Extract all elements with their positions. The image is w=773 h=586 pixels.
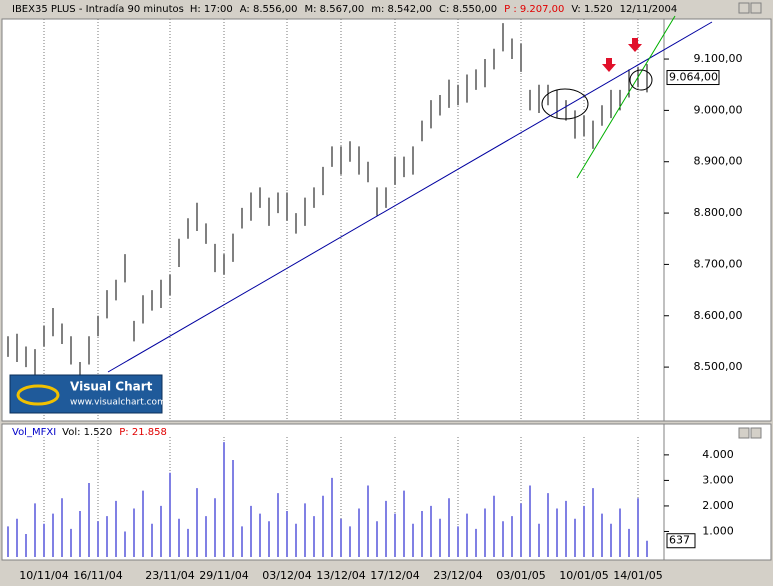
x-tick-label: 13/12/04: [316, 569, 365, 582]
volume-panel: [1, 423, 665, 561]
y-tick-label: 8.800,00: [694, 206, 743, 219]
y-tick-label: 8.900,00: [694, 155, 743, 168]
x-tick-label: 10/01/05: [559, 569, 608, 582]
y-tick-label: 3.000: [702, 473, 734, 486]
y-tick-label: 8.700,00: [694, 257, 743, 270]
logo-box[interactable]: [9, 374, 163, 414]
x-tick-label: 16/11/04: [73, 569, 122, 582]
x-tick-label: 14/01/05: [613, 569, 662, 582]
maximize-button[interactable]: [750, 2, 762, 14]
maximize-button[interactable]: [750, 427, 762, 439]
x-tick-label: 29/11/04: [199, 569, 248, 582]
header-info: 12/11/2004: [620, 4, 678, 15]
logo-url: www.visualchart.com: [70, 398, 166, 408]
minimize-button[interactable]: [738, 427, 750, 439]
current-value-label: 9.064,00: [669, 71, 718, 84]
highlight-ellipse: [629, 69, 653, 91]
current-value-box: [666, 70, 720, 86]
current-value-box: [666, 533, 696, 549]
header-info: H: 17:00: [190, 4, 233, 15]
x-tick-label: 03/01/05: [496, 569, 545, 582]
y-tick-label: 4.000: [702, 448, 734, 461]
x-tick-label: 23/11/04: [145, 569, 194, 582]
arrow: [628, 38, 642, 52]
y-tick-label: 9.100,00: [694, 52, 743, 65]
y-tick-label: 1.000: [702, 524, 734, 537]
header-info: A: 8.556,00: [240, 4, 298, 15]
header-info: V: 1.520: [571, 4, 612, 15]
x-tick-label: 23/12/04: [433, 569, 482, 582]
x-tick-label: 10/11/04: [19, 569, 68, 582]
panel-title: IBEX35 PLUS - Intradía 90 minutos: [12, 3, 184, 15]
header-info: P: 21.858: [119, 427, 167, 438]
y-tick-label: 8.600,00: [694, 309, 743, 322]
header-info: m: 8.542,00: [371, 4, 432, 15]
logo-name: Visual Chart: [70, 380, 153, 394]
highlight-ellipse: [541, 88, 589, 120]
trend-line: [576, 15, 676, 179]
trend-line: [107, 21, 713, 373]
logo[interactable]: Visual Chart www.visualchart.com: [9, 374, 166, 414]
panel-title: Vol_MFXI: [12, 427, 56, 438]
header-info: C: 8.550,00: [439, 4, 497, 15]
price-panel: [1, 18, 665, 422]
y-tick-label: 2.000: [702, 499, 734, 512]
header-info: Vol: 1.520: [62, 427, 112, 438]
price-axis-panel: [663, 18, 772, 422]
header-info: M: 8.567,00: [305, 4, 365, 15]
y-tick-label: 9.000,00: [694, 103, 743, 116]
window-buttons[interactable]: [738, 2, 762, 439]
minimize-button[interactable]: [738, 2, 750, 14]
current-value-label: 637: [669, 534, 690, 547]
y-tick-label: 8.500,00: [694, 360, 743, 373]
x-tick-label: 03/12/04: [262, 569, 311, 582]
logo-icon: [16, 384, 60, 406]
x-tick-label: 17/12/04: [370, 569, 419, 582]
arrow: [602, 58, 616, 72]
header-info: P : 9.207,00: [504, 4, 564, 15]
